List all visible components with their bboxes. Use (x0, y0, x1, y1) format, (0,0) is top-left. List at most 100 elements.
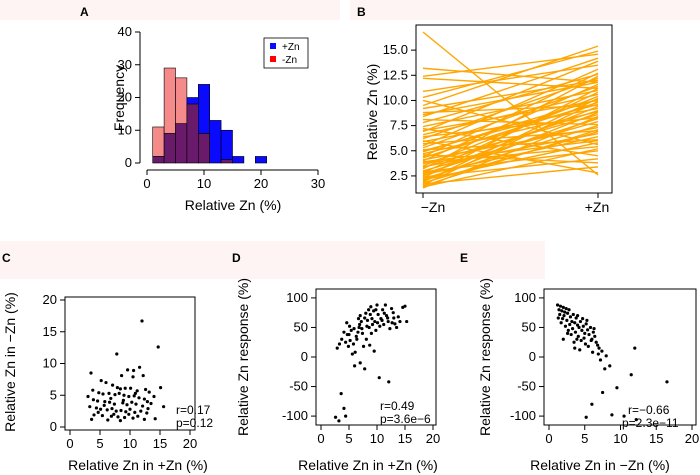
slope-line (422, 53, 599, 77)
scatter-c-point (113, 393, 117, 397)
histogram-y-tick-label: 10 (118, 122, 132, 137)
histogram-legend: +Zn -Zn (263, 37, 309, 69)
scatter-d-point (369, 331, 373, 335)
scatter-e-point (583, 331, 587, 335)
scatter-d-point (339, 392, 343, 396)
scatter-c-point (130, 400, 134, 404)
scatter-d-point (391, 311, 395, 315)
scatter-c-point (91, 388, 95, 392)
slope-y-tick-label: 12.5 (383, 67, 408, 82)
scatter-e-point (570, 319, 574, 324)
scatter-c-point (123, 415, 127, 420)
scatter-c-point (120, 373, 124, 378)
histogram-x-tick-label: 0 (143, 176, 150, 191)
slope-line (422, 111, 599, 182)
scatter-e-point (596, 352, 600, 356)
scatter-c-point (159, 386, 163, 390)
slope-line (422, 64, 599, 93)
scatter-e-point (634, 418, 638, 422)
scatter-c-point (105, 408, 109, 412)
scatter-d-point (382, 311, 386, 315)
scatter-e-point (562, 314, 566, 318)
scatter-e-point (573, 321, 577, 325)
scatter-e-y-tick-label: -100 (510, 408, 536, 423)
scatter-c-point (111, 383, 115, 387)
scatter-e-point (584, 415, 588, 419)
scatter-c-point (107, 391, 111, 395)
slope-line (422, 140, 599, 174)
scatter-d-point (389, 306, 394, 311)
scatter-d-point (405, 319, 409, 324)
scatter-c-point (127, 412, 131, 416)
scatter-c-point (92, 413, 96, 417)
scatter-d-point (342, 406, 346, 411)
scatter-e-point (557, 308, 561, 312)
scatter-c-point (129, 386, 133, 390)
scatter-d-axes: 0 5 10 15 20 -100 -50 0 50 100 (282, 290, 440, 446)
scatter-c-point (96, 410, 100, 414)
scatter-c-point (146, 406, 150, 411)
slope-y-tick-label: 2.5 (390, 168, 408, 183)
histogram-bar-minus-zn (163, 67, 176, 134)
scatter-e-y-tick-label: 50 (522, 319, 536, 334)
histogram-bar-overlap (152, 156, 165, 164)
scatter-c-point (94, 406, 98, 410)
scatter-e-point (576, 323, 580, 327)
scatter-c-point (149, 401, 153, 406)
scatter-c-point (106, 418, 110, 422)
scatter-e-x-tick-label: 0 (545, 431, 552, 446)
scatter-c-point (136, 414, 140, 418)
scatter-d-x-tick-label: 5 (345, 431, 352, 446)
scatter-e-point (578, 348, 582, 352)
scatter-e-point (558, 304, 563, 308)
panel-b-slope-chart: 2.5 5.0 7.5 10.0 12.5 15.0 Relative Zn (%) −Z… (364, 24, 613, 215)
scatter-e-point (568, 322, 572, 327)
scatter-c-ylabel: Relative Zn in −Zn (%) (2, 292, 18, 432)
scatter-c-point (123, 386, 127, 390)
scatter-d-x-tick-label: 20 (426, 431, 440, 446)
scatter-d-point (355, 337, 359, 341)
scatter-e-ylabel: Relative Zn response (%) (477, 278, 493, 436)
histogram-bar-overlap (175, 123, 188, 164)
slope-line (422, 140, 599, 163)
scatter-c-point (103, 400, 107, 404)
scatter-c-point (108, 400, 112, 404)
scatter-d-point (377, 376, 381, 380)
scatter-c-point (125, 403, 129, 407)
legend-label-minus-zn: -Zn (282, 55, 297, 66)
scatter-d-point (383, 303, 387, 307)
scatter-c-point (117, 391, 121, 395)
histogram-y-tick-label: 30 (118, 57, 132, 72)
scatter-d-point (358, 314, 362, 318)
panel-letter-d: D (232, 251, 241, 265)
scatter-d-point (398, 319, 402, 324)
scatter-e-point (629, 373, 633, 377)
scatter-d-point (358, 361, 362, 365)
scatter-e-point (573, 330, 578, 334)
scatter-d-point (370, 322, 375, 327)
scatter-c-points (86, 319, 166, 423)
scatter-c-point (134, 402, 138, 406)
scatter-d-point (376, 312, 380, 317)
scatter-e-point (589, 338, 593, 343)
slope-line (422, 75, 599, 170)
slope-line (422, 115, 599, 189)
histogram-y-tick-label: 0 (125, 155, 132, 170)
scatter-d-point (351, 342, 356, 346)
slope-y-tick-label: 7.5 (390, 118, 408, 133)
scatter-e-point (575, 337, 579, 341)
scatter-c-point (119, 408, 123, 413)
panel-e-scatter: 0 5 10 15 20 -100 -50 0 50 100 Relative Zn respon… (477, 278, 699, 473)
scatter-e-point (587, 332, 591, 337)
scatter-e-point (572, 340, 576, 344)
scatter-c-point (121, 398, 125, 402)
scatter-c-point (133, 410, 137, 414)
panel-letter-c: C (2, 251, 11, 265)
histogram-bar-plus-zn (232, 156, 245, 164)
scatter-c-x-tick-label: 15 (153, 436, 167, 451)
slope-line (422, 105, 599, 177)
scatter-c-point (116, 415, 120, 419)
scatter-d-point (354, 334, 358, 338)
scatter-c-point (110, 406, 114, 411)
scatter-c-point (118, 419, 122, 423)
